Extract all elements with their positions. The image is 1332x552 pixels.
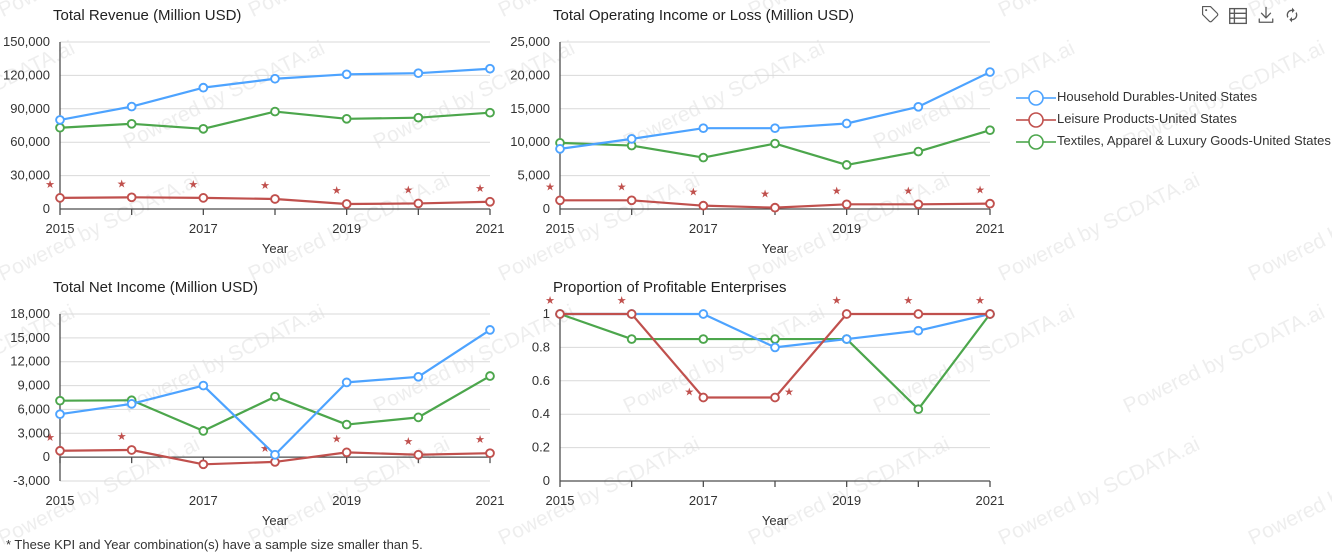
svg-text:Year: Year <box>262 513 289 528</box>
svg-text:0.6: 0.6 <box>532 373 550 388</box>
svg-text:20,000: 20,000 <box>510 67 550 82</box>
svg-text:18,000: 18,000 <box>10 306 50 321</box>
svg-text:★: ★ <box>784 387 794 399</box>
svg-text:Proportion of Profitable Enter: Proportion of Profitable Enterprises <box>553 279 786 296</box>
svg-text:30,000: 30,000 <box>10 168 50 183</box>
svg-text:2015: 2015 <box>546 221 575 236</box>
svg-text:★: ★ <box>688 187 698 199</box>
svg-text:Total Revenue (Million USD): Total Revenue (Million USD) <box>53 7 241 24</box>
svg-text:2017: 2017 <box>689 221 718 236</box>
svg-text:★: ★ <box>684 387 694 399</box>
svg-text:★: ★ <box>975 185 985 197</box>
svg-text:1: 1 <box>543 306 550 321</box>
svg-text:15,000: 15,000 <box>10 330 50 345</box>
svg-text:6,000: 6,000 <box>17 401 50 416</box>
svg-text:0: 0 <box>543 201 550 216</box>
svg-text:2019: 2019 <box>832 493 861 508</box>
svg-text:★: ★ <box>260 180 270 192</box>
svg-text:2019: 2019 <box>832 221 861 236</box>
svg-text:Year: Year <box>762 513 789 528</box>
svg-text:★: ★ <box>903 185 913 197</box>
svg-text:2015: 2015 <box>46 493 75 508</box>
svg-text:★: ★ <box>832 295 842 307</box>
svg-text:120,000: 120,000 <box>3 67 50 82</box>
svg-text:90,000: 90,000 <box>10 101 50 116</box>
svg-text:9,000: 9,000 <box>17 378 50 393</box>
svg-text:0.4: 0.4 <box>532 406 550 421</box>
svg-text:3,000: 3,000 <box>17 425 50 440</box>
svg-text:0.8: 0.8 <box>532 339 550 354</box>
svg-text:5,000: 5,000 <box>517 168 550 183</box>
svg-text:-3,000: -3,000 <box>13 473 50 488</box>
svg-text:0: 0 <box>43 449 50 464</box>
svg-text:0: 0 <box>543 473 550 488</box>
svg-text:★: ★ <box>117 431 127 443</box>
svg-text:2019: 2019 <box>332 493 361 508</box>
svg-text:15,000: 15,000 <box>510 101 550 116</box>
svg-text:★: ★ <box>545 181 555 193</box>
svg-text:★: ★ <box>475 434 485 446</box>
svg-text:2019: 2019 <box>332 221 361 236</box>
svg-text:2021: 2021 <box>976 221 1005 236</box>
svg-text:★: ★ <box>617 181 627 193</box>
svg-text:★: ★ <box>617 295 627 307</box>
svg-text:★: ★ <box>975 295 985 307</box>
svg-text:★: ★ <box>832 185 842 197</box>
svg-text:2015: 2015 <box>546 493 575 508</box>
svg-text:12,000: 12,000 <box>10 354 50 369</box>
svg-text:★: ★ <box>903 295 913 307</box>
svg-text:★: ★ <box>760 189 770 201</box>
svg-text:Year: Year <box>262 241 289 256</box>
svg-text:2017: 2017 <box>189 493 218 508</box>
svg-text:Total Operating Income or Loss: Total Operating Income or Loss (Million … <box>553 7 854 24</box>
svg-text:150,000: 150,000 <box>3 34 50 49</box>
svg-text:★: ★ <box>403 436 413 448</box>
svg-text:★: ★ <box>332 433 342 445</box>
svg-text:★: ★ <box>475 183 485 195</box>
svg-text:★: ★ <box>332 185 342 197</box>
svg-text:★: ★ <box>117 178 127 190</box>
svg-text:★: ★ <box>188 179 198 191</box>
svg-text:★: ★ <box>403 184 413 196</box>
svg-text:2015: 2015 <box>46 221 75 236</box>
svg-text:Total Net Income (Million USD): Total Net Income (Million USD) <box>53 279 258 296</box>
svg-text:25,000: 25,000 <box>510 34 550 49</box>
svg-text:2017: 2017 <box>689 493 718 508</box>
svg-text:2017: 2017 <box>189 221 218 236</box>
svg-text:60,000: 60,000 <box>10 134 50 149</box>
svg-text:Year: Year <box>762 241 789 256</box>
svg-text:2021: 2021 <box>976 493 1005 508</box>
svg-text:0: 0 <box>43 201 50 216</box>
svg-text:10,000: 10,000 <box>510 134 550 149</box>
svg-text:0.2: 0.2 <box>532 440 550 455</box>
